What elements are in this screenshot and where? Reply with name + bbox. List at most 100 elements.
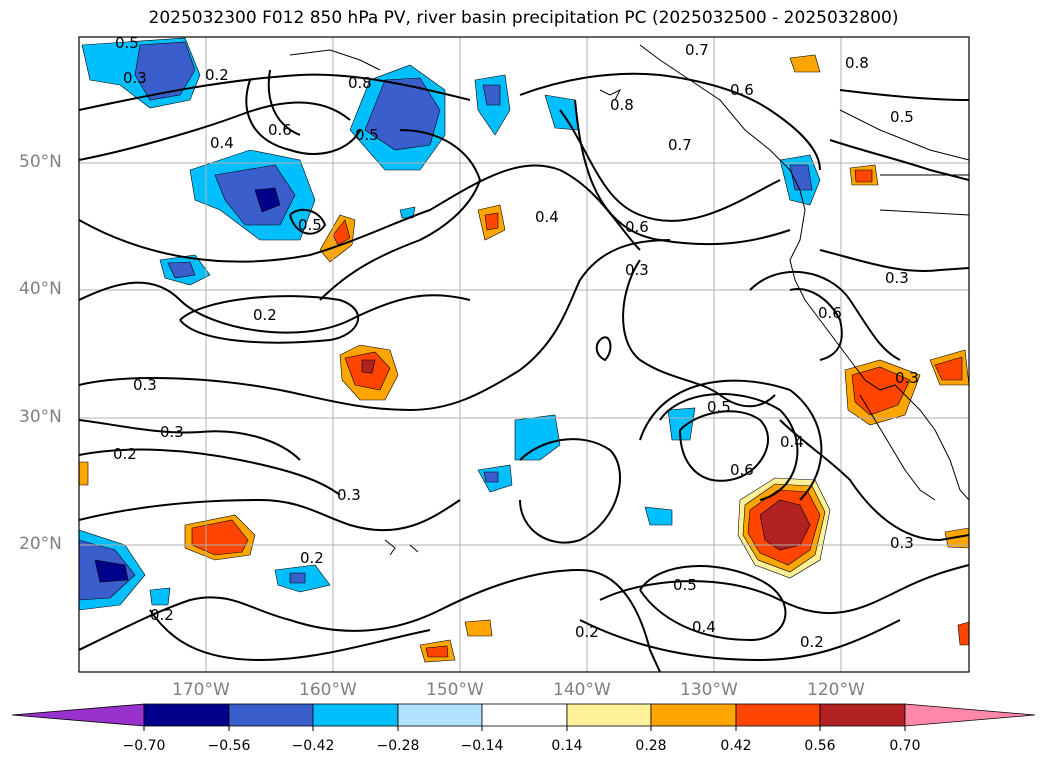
pos-anomaly-region [464, 619, 493, 637]
pos-anomaly-region [361, 359, 376, 374]
colorbar-segment [312, 703, 399, 727]
contour-label: 0.5 [298, 216, 322, 234]
contour-label: 0.5 [115, 34, 139, 52]
contour-label: 0.5 [707, 398, 731, 416]
pv-contour [595, 336, 612, 362]
pv-contour [579, 619, 901, 662]
neg-anomaly-region [514, 414, 561, 461]
neg-anomaly-region [482, 84, 501, 106]
neg-anomaly-region [789, 164, 813, 191]
contour-label: 0.6 [818, 304, 842, 322]
colorbar-segment [143, 703, 230, 727]
contour-label: 0.8 [845, 54, 869, 72]
colorbar-tick-label: −0.42 [291, 738, 335, 754]
lon-label-170w: 170°W [172, 680, 230, 700]
pv-contour [79, 568, 661, 672]
map-title: 2025032300 F012 850 hPa PV, river basin … [148, 8, 899, 28]
contour-label: 0.3 [133, 376, 157, 394]
colorbar-segment [397, 703, 483, 727]
lon-label-130w: 130°W [680, 680, 738, 700]
pv-contour [639, 565, 787, 642]
contour-label: 0.7 [668, 136, 692, 154]
precip-fill-layer [79, 37, 969, 663]
lon-label-150w: 150°W [426, 680, 484, 700]
neg-anomaly-region [149, 587, 171, 606]
pv-contour [79, 73, 471, 111]
colorbar-extend-left [11, 703, 145, 727]
lat-label-40n: 40°N [19, 279, 62, 299]
colorbar-ticks [143, 726, 906, 731]
pv-contour [574, 99, 791, 246]
colorbar-segment [819, 703, 906, 727]
pv-contour [245, 79, 361, 155]
contour-label: 0.2 [575, 623, 599, 641]
contour-label: 0.5 [355, 126, 379, 144]
pv-contour [519, 72, 821, 171]
pv-contour [79, 239, 671, 412]
colorbar-tick-label: 0.56 [804, 738, 836, 754]
contour-label: 0.8 [348, 74, 372, 92]
pos-anomaly-region [332, 219, 351, 246]
pv-contour [179, 295, 360, 344]
pv-contour [79, 498, 461, 532]
neg-anomaly-region [254, 187, 281, 213]
contour-label: 0.2 [253, 306, 277, 324]
pos-anomaly-region [484, 212, 499, 231]
pv-contour [79, 101, 351, 161]
pv-contour [779, 419, 969, 542]
pv-contour [829, 139, 969, 181]
colorbar-tick-label: 0.42 [720, 738, 752, 754]
coastline [289, 44, 969, 556]
colorbar-tick-label: 0.14 [551, 738, 583, 754]
map-gridlines [79, 37, 969, 672]
pv-contour [319, 129, 482, 301]
pv-contour [79, 281, 471, 334]
colorbar-segment [735, 703, 821, 727]
contour-label: 0.2 [205, 66, 229, 84]
lon-label-120w: 120°W [807, 680, 865, 700]
contour-label: 0.7 [685, 41, 709, 59]
lat-label-30n: 30°N [19, 407, 62, 427]
lon-label-160w: 160°W [299, 680, 357, 700]
lat-label-20n: 20°N [19, 534, 62, 554]
pv-contour [839, 89, 969, 101]
pos-anomaly-region [854, 169, 873, 183]
pos-anomaly-region [851, 366, 911, 416]
colorbar-segment [228, 703, 314, 727]
contour-label: 0.3 [885, 269, 909, 287]
pv-contour [679, 410, 770, 482]
contour-label: 0.6 [730, 81, 754, 99]
map-frame [78, 36, 970, 673]
pos-anomaly-region [789, 54, 821, 73]
contour-label: 0.3 [337, 486, 361, 504]
pv-contour [639, 379, 823, 501]
neg-anomaly-region [214, 164, 296, 226]
pv-contour [267, 69, 301, 136]
contour-label: 0.3 [895, 369, 919, 387]
pv-contour [79, 419, 301, 461]
colorbar-tick-label: 0.28 [635, 738, 667, 754]
pv-contour [749, 270, 901, 361]
neg-anomaly-region [399, 206, 416, 219]
neg-anomaly-region [289, 572, 306, 584]
colorbar-segment [566, 703, 652, 727]
colorbar-segment [481, 703, 568, 727]
lon-label-140w: 140°W [553, 680, 611, 700]
neg-anomaly-region [667, 407, 696, 441]
neg-anomaly-region [644, 506, 673, 526]
contour-label: 0.4 [780, 433, 804, 451]
pos-anomaly-region [425, 645, 449, 658]
contour-label: 0.3 [123, 69, 147, 87]
pv-contour [819, 249, 969, 272]
pv-contour [519, 438, 621, 544]
contour-label: 0.6 [625, 218, 649, 236]
neg-anomaly-region [167, 261, 196, 279]
contour-label: 0.4 [535, 208, 559, 226]
colorbar-tick-label: 0.70 [889, 738, 921, 754]
map-plot-area: 0.5 0.3 0.2 0.7 0.8 0.8 0.6 0.8 0.5 0.4 … [79, 34, 969, 672]
pv-contours [79, 69, 969, 672]
pos-anomaly-region [79, 461, 89, 486]
contour-label: 0.2 [300, 549, 324, 567]
lat-label-50n: 50°N [19, 152, 62, 172]
